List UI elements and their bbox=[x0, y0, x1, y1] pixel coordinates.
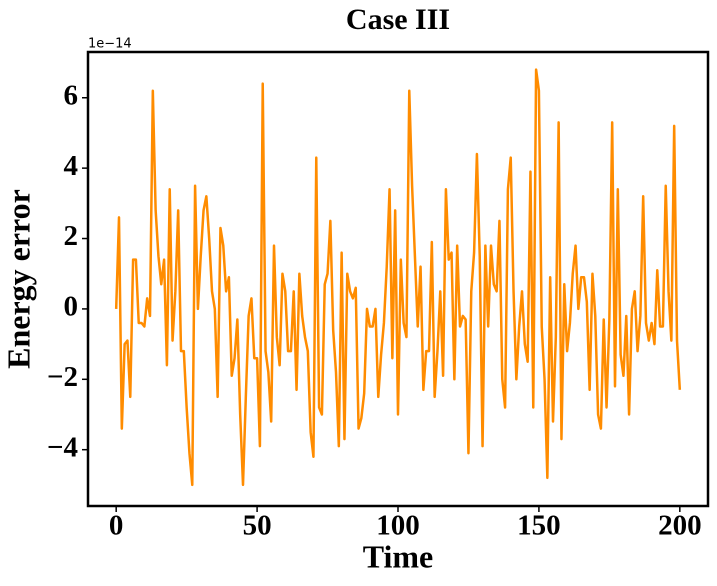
y-offset-label: 1e−14 bbox=[88, 37, 132, 52]
x-tick-label: 100 bbox=[376, 510, 420, 542]
x-tick-label: 0 bbox=[109, 510, 124, 542]
y-tick-label: 4 bbox=[64, 150, 79, 182]
x-tick-label: 150 bbox=[517, 510, 561, 542]
plot-frame bbox=[86, 50, 710, 508]
y-tick-label: 6 bbox=[64, 79, 79, 111]
x-tick-label: 50 bbox=[243, 510, 272, 542]
y-tick-label: −2 bbox=[47, 361, 78, 393]
y-axis-label: Energy error bbox=[0, 189, 36, 369]
x-axis-label: Time bbox=[363, 538, 434, 574]
x-tick-label: 200 bbox=[658, 510, 702, 542]
y-tick-label: 2 bbox=[64, 220, 79, 252]
y-tick-label: 0 bbox=[64, 291, 79, 323]
chart-title: Case III bbox=[346, 3, 450, 36]
data-line bbox=[114, 68, 682, 487]
y-tick-label: −4 bbox=[47, 431, 78, 463]
